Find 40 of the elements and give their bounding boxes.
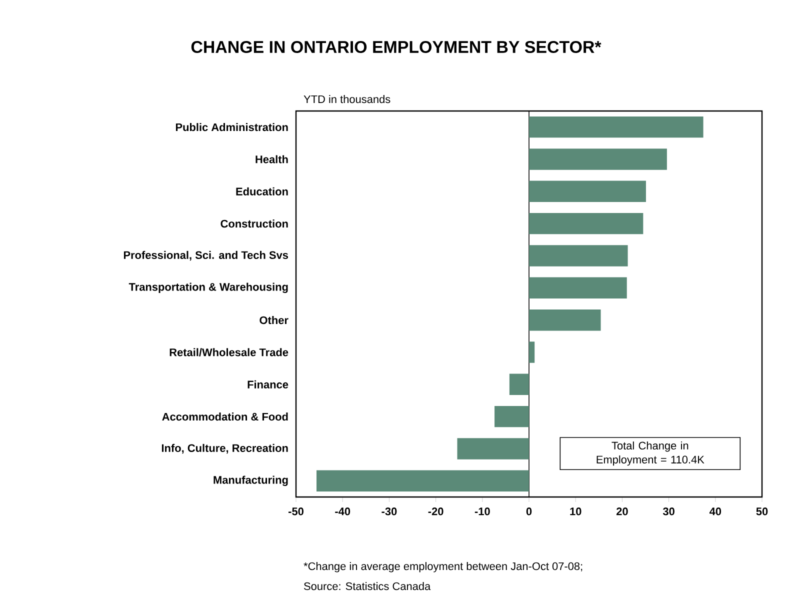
x-tick-label: -20 [428,508,444,516]
x-tick-label: 30 [662,508,674,516]
bar [457,438,530,460]
bar [509,374,530,396]
y-tick-label: Health [256,155,288,164]
bar [529,245,628,266]
y-tick-label: Accommodation & Food [162,412,288,421]
x-tick-label: 50 [756,508,768,516]
y-tick-label: Professional, Sci. and Tech Svs [124,250,288,261]
bar [529,148,667,170]
annotation: Total Change in Employment = 110.4K [596,441,704,466]
source-note: Source: Statistics Canada [304,582,431,590]
text: *Change in average employment between Jan-Oct 07-08; [304,562,582,572]
x-tick-label: -50 [288,508,304,516]
bar [494,406,530,428]
y-tick-label: Education [236,187,288,196]
y-tick-label: Finance [248,380,288,388]
bar [529,212,644,234]
x-axis-title: YTD in thousands [304,95,390,104]
bar [529,277,627,299]
x-tick-label: 40 [709,508,722,516]
bar [529,180,646,202]
bar [529,309,601,331]
x-tick-label: -30 [382,508,397,516]
x-tick-label: 20 [616,508,628,516]
bar [529,116,704,138]
y-tick-label: Other [260,316,288,324]
y-tick-label: Info, Culture, Recreation [162,444,288,454]
y-tick-label: Public Administration [176,123,288,132]
chart-title: CHANGE IN ONTARIO EMPLOYMENT BY SECTOR* [191,40,602,53]
x-tick-label: 10 [570,508,582,516]
y-tick-label: Retail/Wholesale Trade [170,348,288,356]
y-tick-label: Transportation & Warehousing [128,282,288,294]
y-tick-label: Construction [220,220,288,228]
bar [316,470,530,492]
x-tick-label: -40 [335,508,350,516]
x-tick-label: 0 [526,508,532,516]
x-tick-label: -10 [474,508,490,516]
y-tick-label: Manufacturing [214,476,288,486]
bar [529,342,535,363]
